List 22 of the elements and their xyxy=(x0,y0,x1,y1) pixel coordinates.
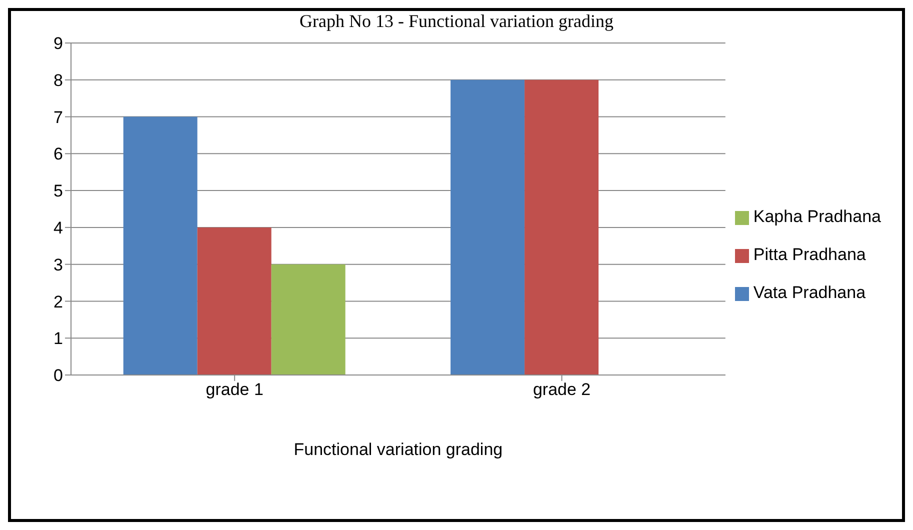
bar xyxy=(197,227,272,375)
y-tick-label: 0 xyxy=(54,366,63,386)
y-tick-label: 4 xyxy=(54,218,63,238)
y-tick-label: 9 xyxy=(54,34,63,54)
y-tick-label: 7 xyxy=(54,108,63,127)
y-tick-label: 5 xyxy=(54,182,63,201)
y-tick-label: 2 xyxy=(54,292,63,312)
y-tick-label: 1 xyxy=(54,329,63,348)
legend-label: Vata Pradhana xyxy=(753,283,866,302)
x-axis-title: Functional variation grading xyxy=(294,440,503,459)
x-tick-label: grade 2 xyxy=(532,380,591,400)
bar xyxy=(123,116,198,375)
legend-label: Pitta Pradhana xyxy=(753,245,866,264)
chart-title: Graph No 13 - Functional variation grading xyxy=(298,11,614,33)
y-tick-label: 6 xyxy=(54,144,63,164)
x-tick-label: grade 1 xyxy=(206,380,264,400)
bar xyxy=(524,80,599,375)
y-tick-label: 8 xyxy=(54,70,63,90)
y-tick-label: 3 xyxy=(54,255,63,274)
legend-label: Kapha Pradhana xyxy=(753,207,881,226)
bar xyxy=(271,264,346,375)
bar xyxy=(450,80,525,375)
